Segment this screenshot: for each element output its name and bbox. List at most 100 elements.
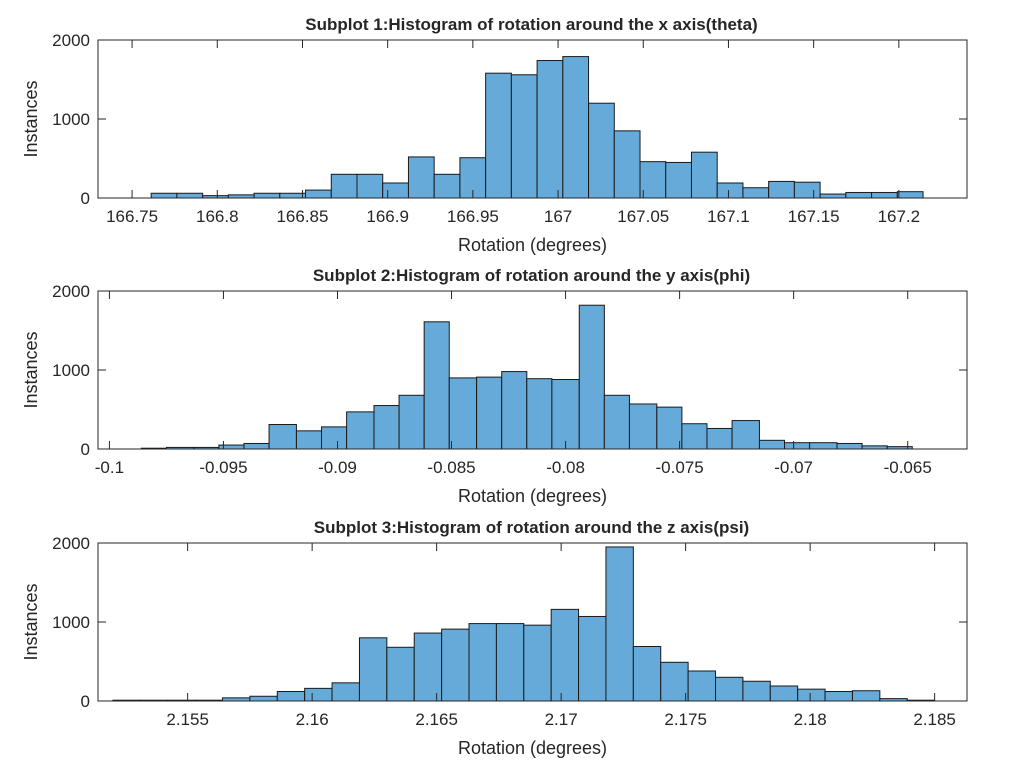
histogram-bar	[268, 424, 297, 450]
histogram-bar	[398, 394, 425, 450]
histogram-bar	[331, 682, 360, 702]
histogram-bar	[218, 444, 245, 450]
histogram-bar	[468, 623, 497, 702]
histogram-bar	[578, 615, 607, 702]
histogram-bar	[588, 102, 615, 199]
histogram-bar	[742, 680, 771, 702]
histogram-bar	[603, 394, 630, 450]
histogram-bar	[690, 151, 718, 199]
histogram-bar	[495, 623, 525, 702]
histogram-bar	[665, 161, 692, 199]
y-tick-label: 0	[81, 440, 90, 459]
histogram-bar	[305, 189, 332, 199]
histogram-bar	[386, 646, 415, 702]
histogram-bar	[304, 687, 333, 702]
histogram-bar	[851, 690, 881, 702]
y-tick-label: 0	[81, 189, 90, 208]
histogram-bar	[279, 192, 307, 199]
x-tick-label: 166.75	[106, 207, 158, 226]
histogram-bar	[346, 411, 375, 450]
chart-title-1: Subplot 1:Histogram of rotation around t…	[305, 15, 757, 34]
subplot-3: 2.155 2.16 2.165 2.17 2.175 2.18 2.185 0 1000 200…	[21, 518, 968, 758]
histogram-bar	[716, 182, 744, 199]
histogram-bar	[681, 423, 708, 450]
histogram-bar	[448, 377, 478, 450]
x-tick-label: 2.185	[913, 710, 956, 729]
subplot-1: 166.75 166.8 166.85 166.9 166.95 167 167.05 167…	[21, 15, 968, 255]
histogram-bar	[321, 426, 348, 450]
y-axis-label-3: Instances	[21, 583, 41, 660]
x-tick-label: -0.1	[95, 458, 124, 477]
x-tick-label: -0.095	[199, 458, 247, 477]
histogram-bar	[243, 442, 270, 450]
x-tick-label: 2.155	[166, 710, 209, 729]
histogram-bar	[536, 60, 564, 199]
histogram-bar	[784, 442, 811, 450]
x-tick-label: 166.9	[366, 207, 409, 226]
y-tick-label: 2000	[52, 534, 90, 553]
histogram-bar	[441, 628, 470, 702]
x-tick-label: -0.07	[774, 458, 813, 477]
x-axis-label-2: Rotation (degrees)	[458, 486, 607, 506]
histogram-bar	[523, 624, 552, 702]
histogram-bar	[485, 72, 512, 199]
x-tick-label: 167	[544, 207, 572, 226]
histogram-bar	[824, 691, 853, 702]
histogram-bar	[758, 439, 786, 450]
histogram-bar	[715, 676, 744, 702]
x-tick-label: 2.17	[545, 710, 578, 729]
histogram-bar	[769, 685, 799, 702]
histogram-bar	[632, 645, 662, 702]
histogram-bar	[476, 376, 503, 450]
histogram-bar	[768, 180, 795, 199]
histogram-bar	[809, 442, 838, 450]
histogram-bar	[819, 193, 847, 199]
x-tick-label: 167.2	[878, 207, 921, 226]
x-tick-label: 2.16	[296, 710, 329, 729]
histogram-bar	[249, 695, 278, 702]
histogram-bar	[613, 130, 641, 199]
histogram-bar	[526, 378, 553, 450]
x-tick-label: -0.065	[884, 458, 932, 477]
histogram-bar	[628, 403, 658, 450]
x-tick-label: 2.18	[794, 710, 827, 729]
histogram-bar	[253, 192, 281, 199]
histogram-bar	[836, 442, 863, 450]
histogram-bar	[797, 688, 826, 702]
x-tick-label: 166.8	[196, 207, 239, 226]
histogram-bar	[276, 691, 306, 702]
histogram-bar	[382, 182, 409, 199]
histogram-bar	[896, 191, 924, 199]
y-tick-label: 2000	[52, 282, 90, 301]
y-tick-label: 1000	[52, 361, 90, 380]
histogram-bar	[501, 371, 528, 450]
x-tick-label: 167.05	[617, 207, 669, 226]
histogram-bar	[550, 608, 580, 702]
histogram-bar	[295, 430, 323, 450]
histogram-bar	[660, 661, 689, 702]
histogram-bar	[356, 173, 384, 199]
y-axis-label-2: Instances	[21, 331, 41, 408]
histogram-bar	[551, 378, 580, 450]
x-tick-label: -0.09	[318, 458, 357, 477]
x-tick-label: 2.165	[415, 710, 458, 729]
histogram-bar	[562, 56, 590, 199]
histogram-bar	[358, 637, 388, 702]
x-tick-label: 2.175	[664, 710, 707, 729]
chart-title-2: Subplot 2:Histogram of rotation around t…	[313, 266, 750, 285]
histogram-bar	[407, 156, 435, 199]
subplot-2: -0.1 -0.095 -0.09 -0.085 -0.08 -0.075 -0.07 -0.…	[21, 266, 968, 506]
y-tick-label: 1000	[52, 110, 90, 129]
histogram-bar	[423, 321, 450, 450]
x-axis-label-3: Rotation (degrees)	[458, 738, 607, 758]
histogram-bar	[639, 161, 667, 199]
histogram-bar	[793, 181, 821, 199]
histogram-bar	[687, 670, 717, 702]
histogram-bar	[742, 187, 770, 199]
histogram-bar	[731, 420, 760, 450]
chart-title-3: Subplot 3:Histogram of rotation around t…	[314, 518, 749, 537]
y-tick-label: 1000	[52, 613, 90, 632]
histogram-bar	[845, 191, 873, 199]
x-tick-label: 166.85	[276, 207, 328, 226]
